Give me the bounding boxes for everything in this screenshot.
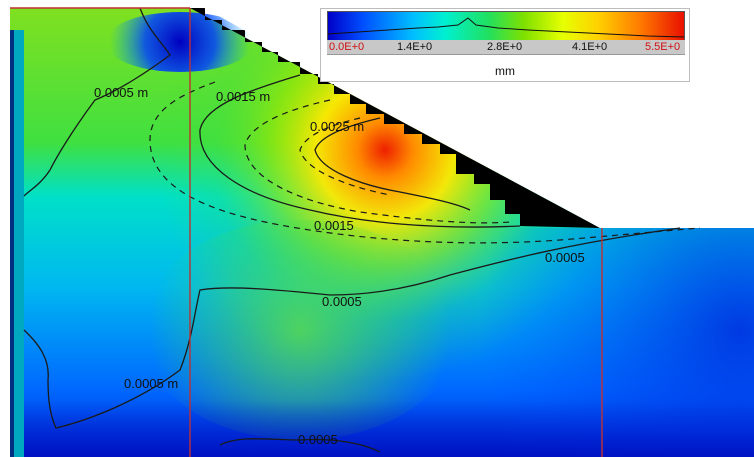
legend-histogram [328,17,684,38]
contour-label-0005-right: 0.0005 [545,250,585,265]
contour-0005-upper [23,7,171,197]
legend-color-bar [327,11,685,41]
mid-green-zone [140,220,460,440]
contour-0025 [314,117,471,211]
contour-label-0005-bottom: 0.0005 [298,432,338,447]
contour-label-0005-upper: 0.0005 m [94,85,149,100]
excavation-void [190,8,600,228]
section-lines [10,7,603,457]
bottom-blue-band [10,400,754,457]
right-blue-zone [440,228,754,457]
legend-tick-1: 1.4E+0 [397,41,433,53]
contour-0015-outer [199,74,521,228]
contour-label-0005-middle: 0.0005 [322,294,362,309]
contour-lines [23,7,681,453]
legend-tick-2: 2.8E+0 [487,41,523,53]
legend-tick-row: 0.0E+0 1.4E+0 2.8E+0 4.1E+0 5.5E+0 [327,40,685,55]
dashed-contours [149,81,701,244]
contour-label-0025: 0.0025 m [310,119,365,134]
contour-label-0015-lower: 0.0015 [314,218,354,233]
contour-dashed-1 [149,81,701,244]
contour-dashed-2 [244,99,511,224]
legend-tick-4: 5.5E+0 [645,41,681,53]
color-legend: 0.0E+0 1.4E+0 2.8E+0 4.1E+0 5.5E+0 mm [320,8,690,82]
contour-dashed-3 [299,117,391,196]
contour-label-0005-left: 0.0005 m [124,376,179,391]
legend-unit-label: mm [495,64,515,78]
legend-tick-0: 0.0E+0 [329,41,365,53]
contour-0005-bottom [219,438,381,453]
contour-label-0015-top: 0.0015 m [216,89,271,104]
top-blue-zone [105,12,255,72]
legend-tick-3: 4.1E+0 [572,41,608,53]
contour-0005-lower [23,227,681,429]
